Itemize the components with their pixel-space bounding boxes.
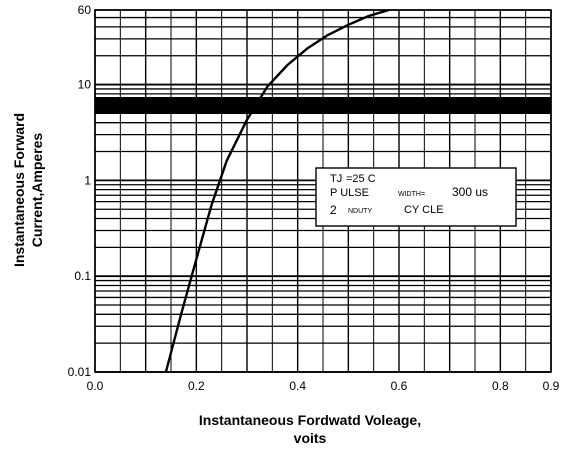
series-line xyxy=(164,8,390,373)
note-width: WIDTH= xyxy=(398,191,425,198)
y-tick-label: 10 xyxy=(78,78,92,92)
thick-band-decade-10 xyxy=(95,97,551,113)
tick-labels: 0.0 0.2 0.4 0.6 0.8 0.9 0.01 0.1 1 10 60 xyxy=(68,3,560,393)
note-pulse: P ULSE xyxy=(330,187,369,199)
note-duty: NDUTY xyxy=(348,208,372,215)
y-tick-label: 0.01 xyxy=(68,365,92,379)
x-tick-label: 0.8 xyxy=(492,379,509,393)
x-tick-label: 0.4 xyxy=(289,379,306,393)
y-tick-label: 60 xyxy=(78,3,92,17)
x-tick-label: 0.2 xyxy=(188,379,205,393)
y-tick-label: 0.1 xyxy=(74,269,91,283)
note-temp: =25 C xyxy=(346,173,376,185)
y-axis-title-line2: Current,Amperes xyxy=(29,133,45,248)
y-axis-title-line1: Instantaneous Forward xyxy=(11,113,27,267)
x-tick-label: 0.6 xyxy=(391,379,408,393)
x-tick-label: 0.0 xyxy=(87,379,104,393)
plot-frame xyxy=(94,9,552,373)
test-conditions-box: TJ =25 C P ULSE WIDTH= 300 us 2 NDUTY CY… xyxy=(315,167,517,227)
note-duty-number: 2 xyxy=(330,203,337,217)
series-layer xyxy=(164,8,390,373)
note-width-value: 300 us xyxy=(452,185,488,199)
grid xyxy=(94,9,552,373)
note-tj: TJ xyxy=(330,173,342,185)
x-axis-title-line1: Instantaneous Fordwatd Voleage, xyxy=(199,412,421,428)
y-tick-label: 1 xyxy=(84,173,91,187)
x-axis-title-line2: voits xyxy=(294,430,327,446)
note-cycle: CY CLE xyxy=(404,204,444,216)
x-tick-label: 0.9 xyxy=(543,379,560,393)
